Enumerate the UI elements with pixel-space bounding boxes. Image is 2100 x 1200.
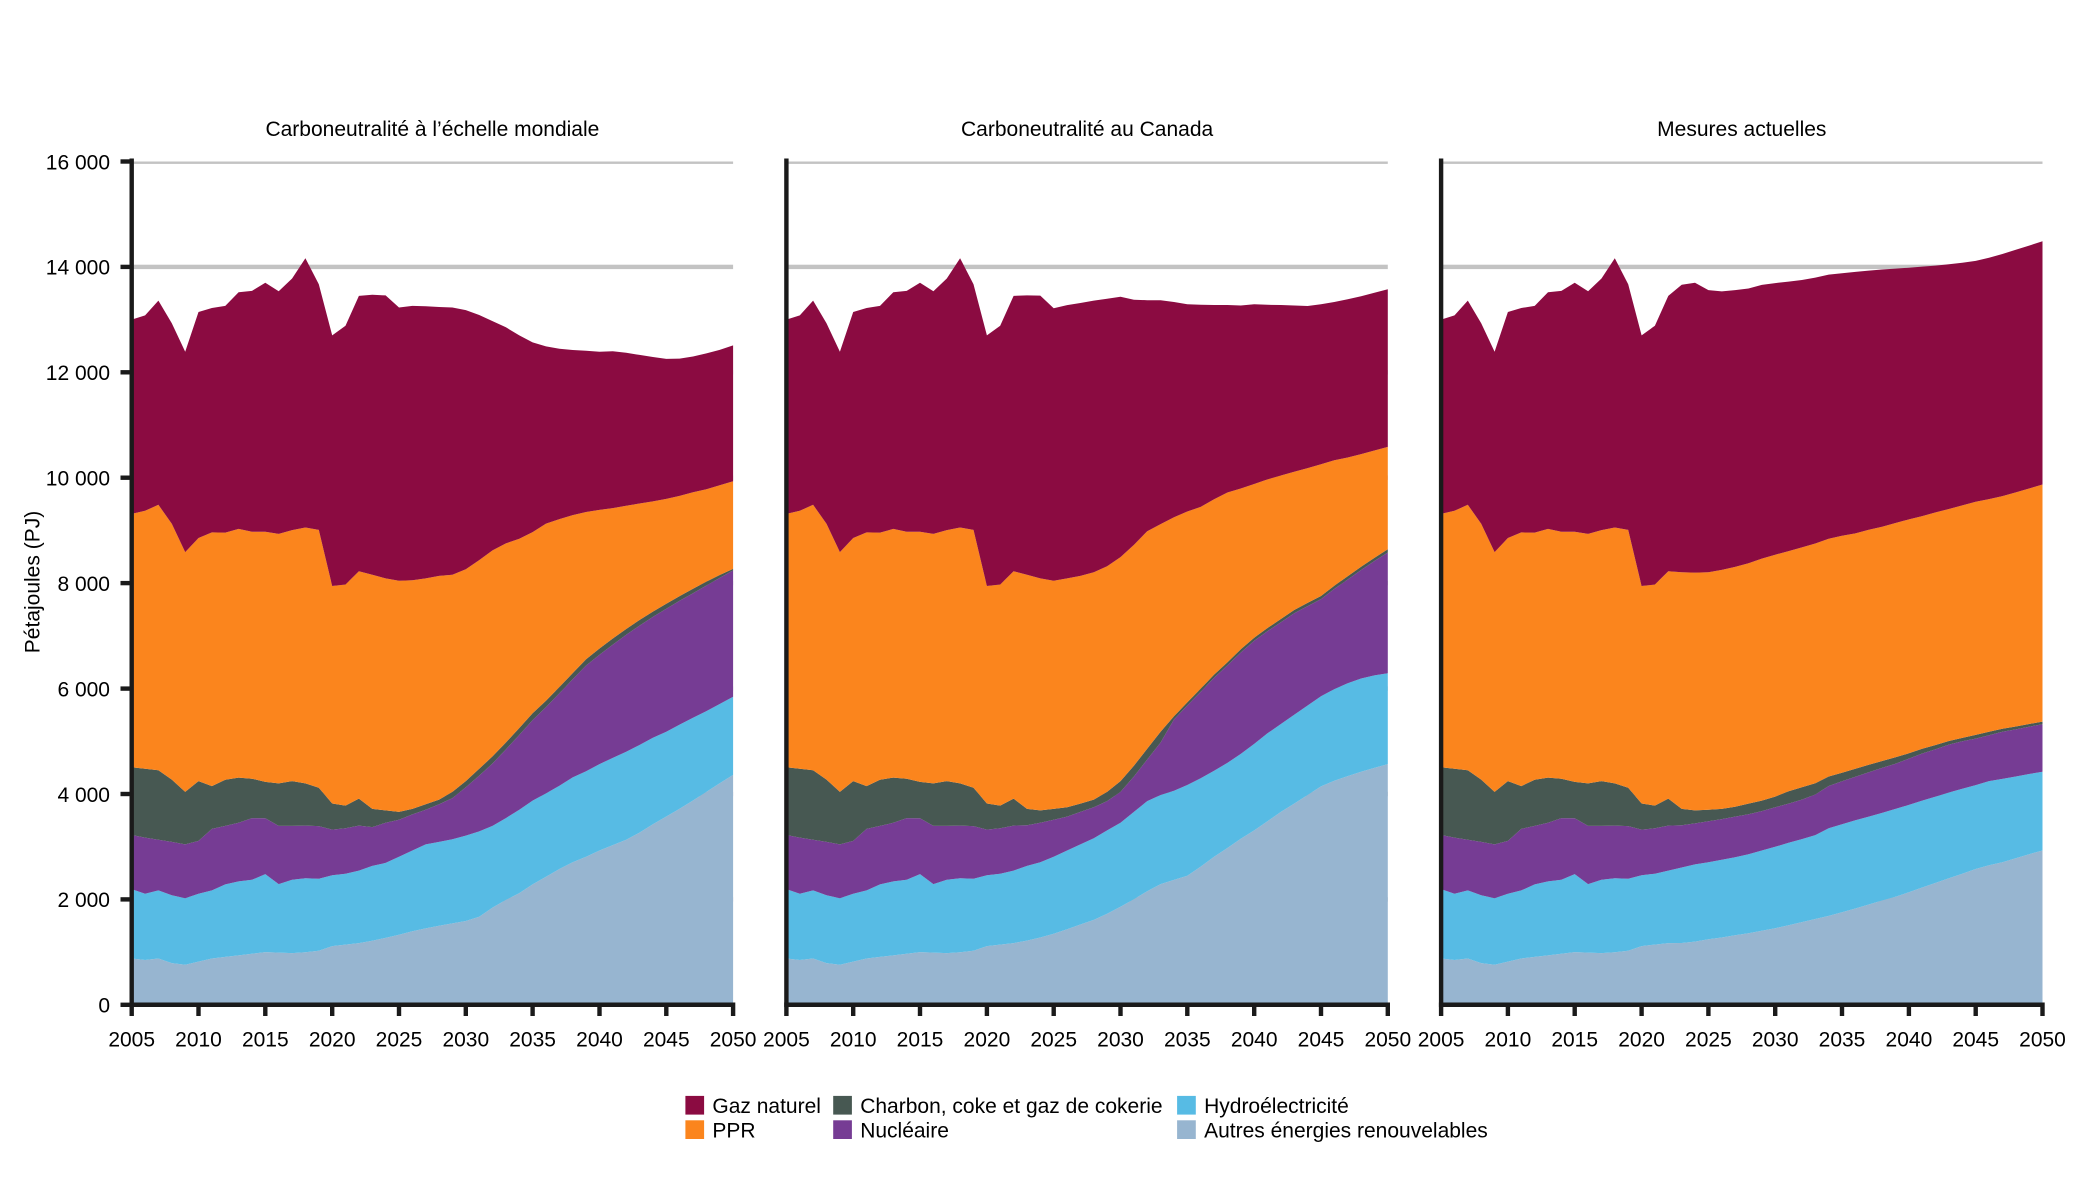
svg-text:2010: 2010 — [830, 1029, 877, 1052]
svg-text:2025: 2025 — [376, 1029, 423, 1052]
svg-text:2030: 2030 — [1097, 1029, 1144, 1052]
svg-text:2010: 2010 — [175, 1029, 222, 1052]
svg-text:2040: 2040 — [1231, 1029, 1278, 1052]
svg-text:4 000: 4 000 — [57, 784, 110, 807]
svg-text:2050: 2050 — [1364, 1029, 1411, 1052]
svg-text:Nucléaire: Nucléaire — [860, 1119, 949, 1142]
svg-text:2050: 2050 — [710, 1029, 757, 1052]
svg-text:2035: 2035 — [1819, 1029, 1866, 1052]
svg-text:Hydroélectricité: Hydroélectricité — [1204, 1095, 1349, 1118]
svg-text:2025: 2025 — [1685, 1029, 1732, 1052]
svg-text:2030: 2030 — [442, 1029, 489, 1052]
svg-text:2010: 2010 — [1485, 1029, 1532, 1052]
svg-text:2020: 2020 — [1618, 1029, 1665, 1052]
svg-text:Charbon, coke et gaz de cokeri: Charbon, coke et gaz de cokerie — [860, 1095, 1162, 1118]
svg-text:2035: 2035 — [509, 1029, 556, 1052]
svg-text:2040: 2040 — [1886, 1029, 1933, 1052]
svg-text:PPR: PPR — [712, 1119, 755, 1142]
svg-text:Autres énergies renouvelables: Autres énergies renouvelables — [1204, 1119, 1488, 1142]
svg-text:2005: 2005 — [763, 1029, 810, 1052]
svg-text:2015: 2015 — [242, 1029, 289, 1052]
svg-text:2040: 2040 — [576, 1029, 623, 1052]
svg-text:Carboneutralité au Canada: Carboneutralité au Canada — [961, 118, 1213, 141]
svg-text:2050: 2050 — [2019, 1029, 2066, 1052]
svg-text:Pétajoules (PJ): Pétajoules (PJ) — [22, 511, 45, 653]
svg-text:2005: 2005 — [1418, 1029, 1465, 1052]
svg-text:2020: 2020 — [309, 1029, 356, 1052]
svg-text:2005: 2005 — [108, 1029, 155, 1052]
svg-text:2015: 2015 — [897, 1029, 944, 1052]
svg-text:2015: 2015 — [1551, 1029, 1598, 1052]
svg-text:2020: 2020 — [964, 1029, 1011, 1052]
svg-text:Gaz naturel: Gaz naturel — [712, 1095, 821, 1118]
svg-text:0: 0 — [98, 995, 110, 1018]
svg-text:16 000: 16 000 — [46, 151, 110, 174]
svg-text:2025: 2025 — [1030, 1029, 1077, 1052]
svg-text:2035: 2035 — [1164, 1029, 1211, 1052]
svg-text:2 000: 2 000 — [57, 889, 110, 912]
svg-text:Carboneutralité à l’échelle mo: Carboneutralité à l’échelle mondiale — [265, 118, 599, 141]
svg-text:12 000: 12 000 — [46, 362, 110, 385]
svg-text:2045: 2045 — [643, 1029, 690, 1052]
svg-text:6 000: 6 000 — [57, 678, 110, 701]
svg-text:8 000: 8 000 — [57, 573, 110, 596]
svg-text:10 000: 10 000 — [46, 468, 110, 491]
svg-text:2030: 2030 — [1752, 1029, 1799, 1052]
svg-text:2045: 2045 — [1298, 1029, 1345, 1052]
svg-text:14 000: 14 000 — [46, 257, 110, 280]
svg-text:2045: 2045 — [1952, 1029, 1999, 1052]
svg-text:Mesures actuelles: Mesures actuelles — [1657, 118, 1826, 141]
